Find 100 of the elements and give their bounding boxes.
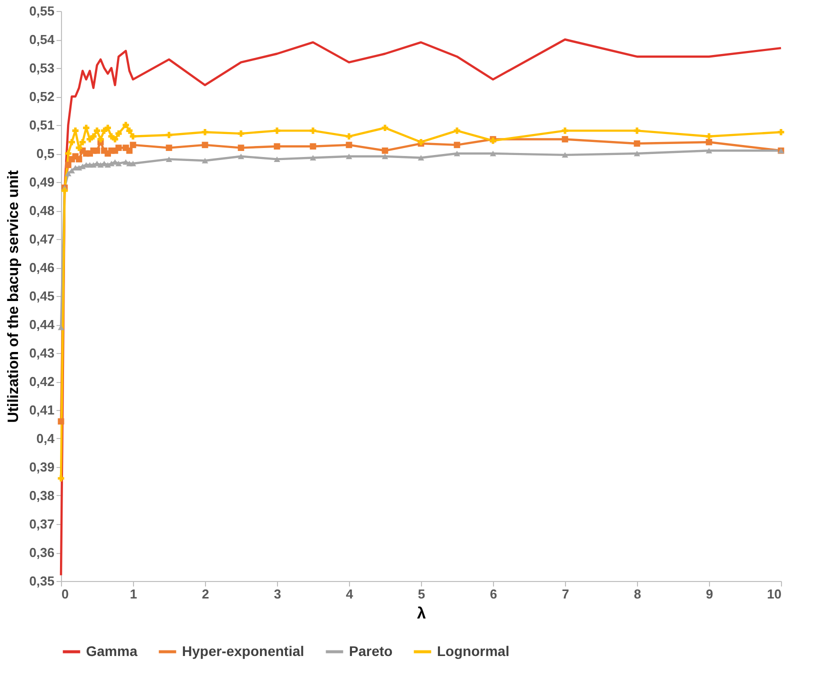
point [130,160,136,166]
point [76,144,82,151]
x-tick-label: 5 [418,586,426,602]
y-tick-label: 0,55 [29,4,54,18]
y-tick-label: 0,41 [29,402,54,418]
point [126,147,133,154]
x-tick-label: 3 [274,586,282,602]
point [72,128,79,134]
point [166,132,172,138]
point [115,130,122,137]
y-tick-label: 0,47 [29,232,54,246]
point [112,136,118,142]
point [238,154,244,160]
y-tick-label: 0,4 [36,431,56,446]
point [274,143,280,150]
point [238,144,244,151]
point [274,128,280,134]
point [346,133,352,140]
point [202,128,208,136]
x-tick-label: 8 [634,586,642,602]
y-tick-label: 0,42 [29,374,54,389]
point [58,418,64,425]
point [202,142,208,148]
point [346,154,352,160]
point [454,150,460,156]
point [126,128,133,134]
point [490,150,496,156]
y-tick-label: 0,36 [29,545,54,560]
y-tick-label: 0,48 [29,203,54,218]
point [346,142,352,148]
point [58,324,64,330]
point [65,150,72,157]
point [562,152,568,158]
point [108,133,115,140]
point [166,156,172,162]
y-tick-label: 0,53 [29,60,54,76]
y-tick-label: 0,49 [29,174,54,190]
point [706,133,712,140]
x-tick-label: 10 [767,586,782,602]
x-tick-label: 7 [562,586,570,602]
y-tick-label: 0,5 [36,146,54,161]
point [310,128,316,134]
x-tick-label: 9 [706,586,714,602]
point [94,128,100,134]
point [202,158,208,164]
y-tick-label: 0,52 [29,89,54,104]
point [274,156,280,162]
y-tick-label: 0,44 [29,317,56,332]
point [130,133,136,140]
x-axis-title: λ [417,606,426,622]
point [65,162,72,168]
point [104,124,111,132]
point [706,138,712,146]
point [562,128,568,134]
point [454,142,460,148]
legend-label: Lognormal [437,642,510,659]
x-tick-label: 2 [202,586,210,602]
y-axis-title: Utilization of the bacup service unit [5,170,22,423]
point [238,130,244,137]
point [58,475,64,482]
line-series [60,38,782,576]
point [90,133,97,140]
point [706,148,712,154]
legend-label: Pareto [349,642,393,659]
point [115,144,122,151]
point [634,140,640,147]
point [79,138,86,146]
point [94,147,100,154]
point [634,150,640,156]
point [634,128,640,134]
point [76,156,82,162]
legend-label: Hyper-exponential [182,642,304,659]
x-tick-label: 4 [346,586,354,602]
point [130,142,136,148]
point [61,187,68,194]
point [454,128,460,134]
point [382,124,388,132]
y-tick-label: 0,54 [29,32,56,47]
x-tick-label: 0 [62,586,69,602]
y-tick-label: 0,35 [29,574,54,588]
point [166,144,172,151]
point [562,136,568,142]
point [382,147,388,154]
point [418,155,424,161]
y-tick-label: 0,39 [29,460,54,474]
y-tick-label: 0,38 [29,488,54,503]
y-tick-label: 0,46 [29,260,54,275]
y-tick-label: 0,51 [29,118,54,132]
point [68,138,75,146]
point [97,136,104,142]
x-tick-label: 1 [130,586,138,602]
x-tick-label: 6 [490,586,498,602]
legend-label: Gamma [86,642,138,659]
point [382,154,388,160]
y-tick-label: 0,37 [29,516,54,532]
point [778,128,784,136]
point [122,122,129,128]
y-tick-label: 0,43 [29,346,54,360]
y-tick-label: 0,45 [29,288,54,304]
point [115,160,122,166]
